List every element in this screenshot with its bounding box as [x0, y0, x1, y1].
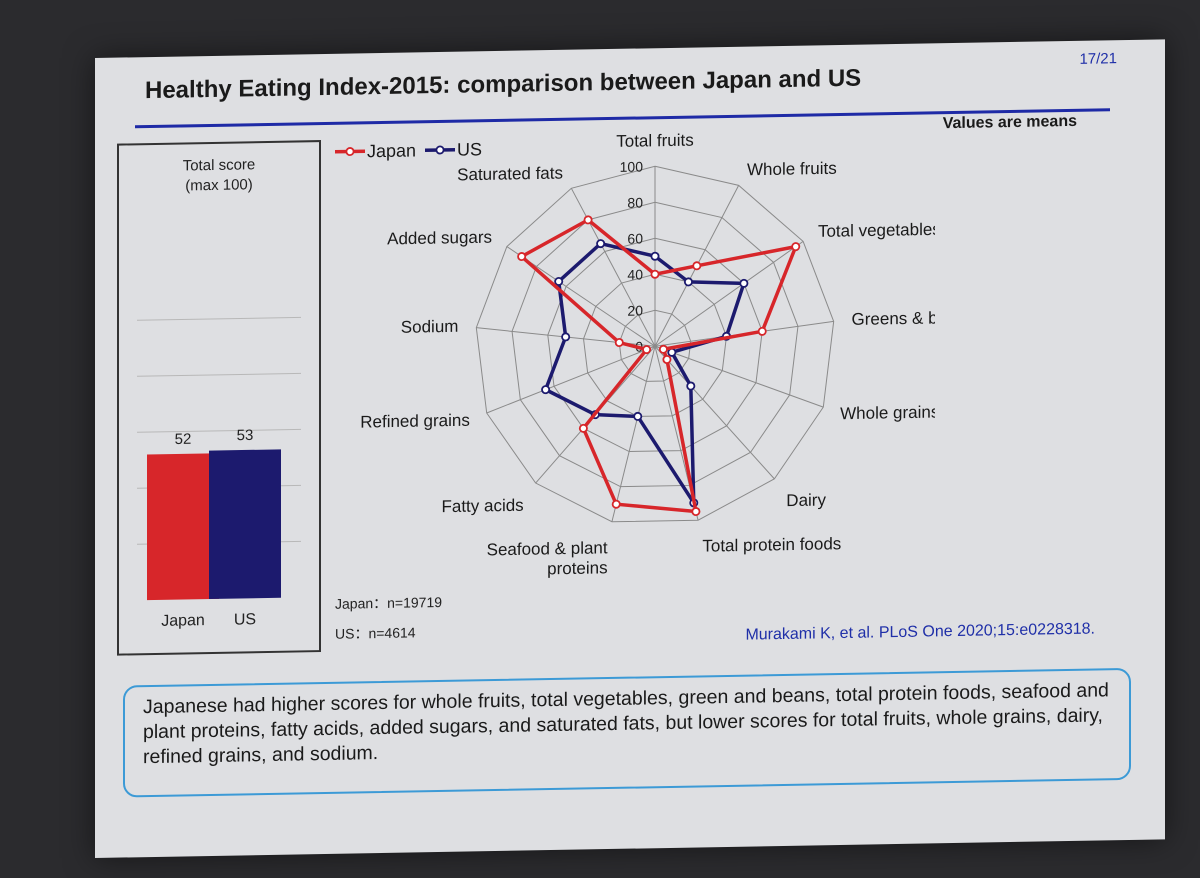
radar-point-japan	[691, 507, 701, 517]
radar-point-us	[561, 332, 571, 342]
radar-point-japan	[642, 345, 652, 355]
radar-tick-label: 40	[627, 266, 643, 282]
radar-point-japan	[662, 354, 672, 364]
radar-point-us	[686, 381, 696, 391]
radar-grid-ring	[511, 201, 799, 488]
bar-gridline	[137, 428, 301, 433]
radar-category-label: Whole fruits	[747, 159, 837, 180]
bar-value-label: 52	[175, 431, 192, 448]
radar-spoke	[654, 345, 824, 408]
bar-value-label: 53	[237, 427, 254, 444]
radar-category-label: proteins	[547, 558, 607, 578]
radar-tick-label: 100	[620, 158, 644, 174]
page-number: 17/21	[1079, 50, 1117, 68]
radar-point-us	[650, 251, 660, 261]
bar-category-label: Japan	[161, 612, 205, 630]
radar-point-japan	[791, 242, 801, 252]
radar-category-label: Total fruits	[616, 131, 693, 151]
legend-marker-japan	[345, 147, 355, 157]
radar-category-label: Seafood & plant	[487, 538, 608, 559]
radar-point-japan	[650, 269, 660, 279]
radar-point-japan	[611, 499, 621, 509]
radar-spoke	[611, 346, 656, 522]
bar-gridline	[137, 372, 301, 377]
radar-category-label: Whole grains	[840, 402, 935, 423]
japan-sample-size: Japan：n=19719	[335, 593, 443, 612]
bar-gridline	[137, 316, 301, 321]
total-score-panel: Total score (max 100) 52 Japan 53 US	[117, 140, 321, 656]
radar-point-us	[633, 411, 643, 421]
radar-grid-ring	[475, 165, 835, 523]
radar-category-label: Dairy	[786, 490, 826, 510]
radar-point-us	[596, 239, 606, 249]
radar-category-label: Greens & beans	[852, 308, 935, 329]
radar-tick-label: 80	[627, 194, 643, 210]
legend-marker-us	[435, 145, 445, 155]
radar-spoke	[654, 240, 804, 347]
radar-grid-ring	[583, 273, 727, 417]
radar-point-us	[683, 277, 693, 287]
radar-spoke	[570, 188, 656, 347]
radar-point-japan	[578, 423, 588, 433]
summary-box: Japanese had higher scores for whole fru…	[123, 667, 1131, 798]
radar-grid-ring	[618, 309, 692, 382]
legend-label-japan: Japan	[367, 140, 416, 161]
radar-category-label: Saturated fats	[457, 164, 563, 185]
radar-tick-label: 20	[627, 302, 643, 318]
values-note: Values are means	[942, 112, 1077, 133]
radar-spoke	[654, 345, 775, 480]
radar-point-japan	[614, 338, 624, 348]
radar-point-us	[554, 276, 564, 286]
radar-series-us	[543, 241, 746, 505]
slide: Healthy Eating Index-2015: comparison be…	[95, 39, 1165, 859]
radar-tick-label: 60	[627, 230, 643, 246]
legend-label-us: US	[457, 139, 482, 159]
bar-japan	[147, 453, 219, 601]
radar-category-label: Total vegetables	[818, 220, 935, 241]
radar-category-label: Added sugars	[387, 228, 492, 249]
radar-series-japan	[519, 218, 798, 514]
radar-point-us	[739, 278, 749, 288]
total-score-chart: 52 Japan 53 US	[137, 316, 301, 630]
radar-point-japan	[517, 252, 527, 262]
radar-category-label: Refined grains	[360, 411, 470, 432]
radar-point-japan	[757, 326, 767, 336]
bar-category-label: US	[234, 611, 256, 628]
radar-point-japan	[692, 261, 702, 271]
radar-spoke	[486, 345, 656, 414]
citation: Murakami K, et al. PLoS One 2020;15:e022…	[745, 620, 1095, 644]
radar-category-label: Fatty acids	[442, 496, 524, 516]
radar-point-us	[541, 385, 551, 395]
radar-point-japan	[583, 215, 593, 225]
us-sample-size: US：n=4614	[335, 624, 416, 642]
radar-point-japan	[658, 344, 668, 354]
slide-title: Healthy Eating Index-2015: comparison be…	[145, 64, 862, 105]
radar-category-label: Total protein foods	[702, 534, 841, 555]
bar-us	[209, 449, 281, 600]
radar-category-label: Sodium	[401, 317, 459, 337]
